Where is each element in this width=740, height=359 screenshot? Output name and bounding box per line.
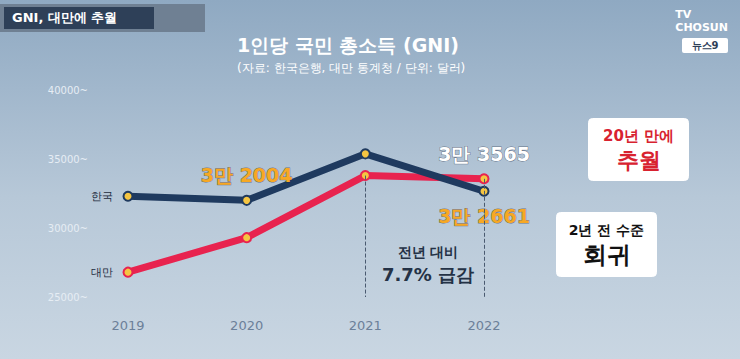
svg-text:(자료: 한국은행, 대만 통계청 / 단위: 달러): (자료: 한국은행, 대만 통계청 / 단위: 달러)	[237, 61, 465, 75]
svg-text:25000~: 25000~	[48, 292, 88, 303]
svg-text:2019: 2019	[111, 318, 144, 333]
svg-text:GNI, 대만에 추월: GNI, 대만에 추월	[12, 10, 117, 25]
svg-text:추월: 추월	[617, 148, 661, 173]
svg-text:1인당 국민 총소득 (GNI): 1인당 국민 총소득 (GNI)	[237, 34, 459, 56]
svg-text:3만 2661: 3만 2661	[438, 205, 530, 228]
svg-text:40000~: 40000~	[48, 85, 88, 96]
svg-text:TV: TV	[675, 8, 692, 21]
svg-text:2020: 2020	[230, 318, 263, 333]
svg-text:35000~: 35000~	[48, 154, 88, 165]
svg-text:뉴스9: 뉴스9	[692, 40, 719, 51]
svg-text:20년 만에: 20년 만에	[603, 127, 674, 145]
svg-text:회귀: 회귀	[583, 241, 631, 269]
svg-text:7.7% 급감: 7.7% 급감	[382, 264, 474, 285]
svg-text:CHOSUN: CHOSUN	[675, 21, 728, 34]
svg-text:3만 3565: 3만 3565	[438, 143, 530, 165]
svg-text:2022: 2022	[467, 318, 500, 333]
svg-text:3만 2004: 3만 2004	[201, 164, 293, 186]
svg-text:전년 대비: 전년 대비	[398, 244, 459, 260]
svg-text:2년 전 수준: 2년 전 수준	[569, 222, 645, 238]
svg-text:30000~: 30000~	[48, 223, 88, 234]
svg-text:대만: 대만	[91, 266, 113, 279]
svg-text:한국: 한국	[91, 190, 113, 203]
svg-text:2021: 2021	[349, 318, 382, 333]
